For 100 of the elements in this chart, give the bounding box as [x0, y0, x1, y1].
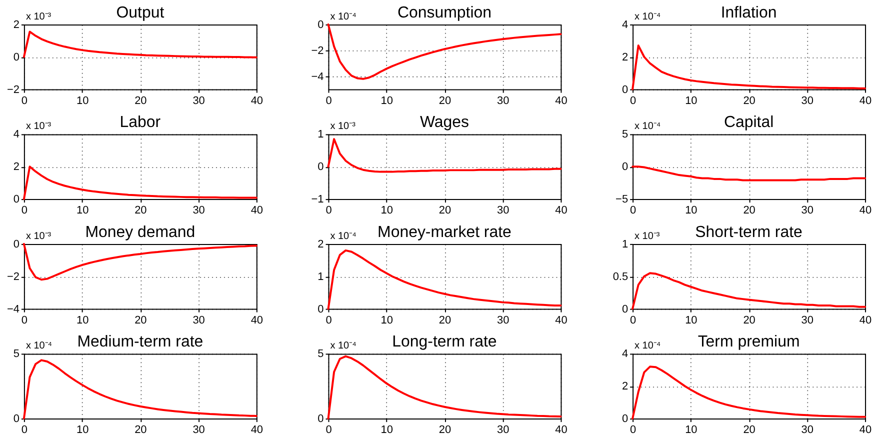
y-tick-label: 0 — [13, 194, 20, 206]
x-tick-label: 30 — [801, 94, 814, 107]
y-tick-label: −1 — [311, 194, 324, 206]
y-tick-label: 4 — [13, 128, 20, 141]
x-tick-label: 30 — [192, 204, 205, 217]
y-tick-label: 0 — [318, 413, 324, 426]
x-tick-label: 0 — [326, 314, 332, 326]
line-series — [22, 359, 258, 420]
x-tick-label: 10 — [380, 314, 393, 326]
x-tick-label: 0 — [326, 424, 332, 436]
y-tick-label: 0 — [318, 18, 324, 31]
x-tick-label: 20 — [134, 424, 147, 436]
x-tick-label: 30 — [497, 204, 510, 217]
x-tick-label: 40 — [859, 94, 872, 107]
text: x 10⁻⁴ — [330, 230, 356, 242]
x-tick-label: 40 — [859, 424, 872, 436]
y-tick-label: 0 — [622, 303, 628, 316]
line-series — [327, 355, 562, 420]
x-tick-label: 0 — [21, 314, 28, 326]
x-tick-label: 20 — [743, 314, 756, 326]
x-tick-label: 30 — [192, 314, 205, 326]
x-tick-label: 0 — [630, 94, 636, 107]
x-tick-label: 20 — [438, 314, 452, 326]
y-tick-label: −4 — [6, 303, 20, 316]
chart-title: Money-market rate — [378, 224, 512, 241]
chart-title: Wages — [420, 114, 470, 132]
y-tick-label: 5 — [13, 348, 20, 360]
y-tick-label: 0 — [318, 303, 324, 316]
x-tick-label: 0 — [21, 94, 28, 107]
x-tick-label: 10 — [380, 204, 393, 217]
x-tick-label: 10 — [685, 94, 698, 107]
x-tick-label: 40 — [250, 424, 264, 436]
y-tick-label: 5 — [622, 128, 628, 141]
x-tick-label: 20 — [134, 314, 147, 326]
y-tick-label: −2 — [6, 270, 20, 283]
y-tick-label: 0 — [13, 413, 20, 426]
line-series — [632, 166, 866, 182]
line-series — [22, 166, 258, 200]
y-tick-label: 1 — [622, 238, 628, 250]
text: x 10⁻⁴ — [634, 340, 661, 352]
text: x 10⁻³ — [26, 121, 52, 132]
y-tick-label: 2 — [13, 18, 20, 31]
x-tick-label: 40 — [859, 314, 872, 326]
x-tick-label: 10 — [76, 424, 89, 436]
text: x 10⁻³ — [330, 121, 356, 132]
text: x 10⁻⁴ — [26, 340, 52, 352]
y-tick-label: 1 — [318, 270, 324, 283]
x-tick-label: 40 — [555, 94, 568, 107]
line-series — [22, 30, 258, 58]
chart-title: Labor — [120, 114, 162, 132]
x-tick-label: 10 — [685, 424, 698, 436]
y-tick-label: 0 — [622, 84, 628, 96]
x-tick-label: 0 — [21, 204, 28, 217]
x-tick-label: 10 — [685, 314, 698, 326]
y-tick-label: −2 — [311, 44, 324, 57]
y-tick-label: 1 — [318, 128, 324, 141]
x-tick-label: 0 — [326, 94, 332, 107]
text: x 10⁻³ — [634, 230, 660, 242]
x-tick-label: 0 — [326, 204, 332, 217]
text: x 10⁻⁴ — [330, 340, 356, 352]
x-tick-label: 0 — [630, 314, 636, 326]
chart-title: Inflation — [720, 4, 777, 22]
x-tick-label: 30 — [801, 314, 814, 326]
x-tick-label: 20 — [743, 204, 756, 217]
line-series — [327, 23, 562, 80]
line-series — [327, 138, 562, 173]
x-tick-label: 30 — [497, 424, 510, 436]
x-tick-label: 40 — [555, 424, 568, 436]
chart-title: Output — [116, 4, 165, 22]
text: x 10⁻³ — [26, 230, 52, 242]
x-tick-label: 20 — [438, 424, 452, 436]
x-tick-label: 40 — [859, 204, 872, 217]
x-tick-label: 30 — [192, 94, 205, 107]
x-tick-label: 40 — [250, 94, 264, 107]
y-tick-label: 0 — [318, 161, 324, 174]
x-tick-label: 0 — [630, 424, 636, 436]
line-series — [632, 366, 866, 420]
y-tick-label: 2 — [13, 161, 20, 174]
y-tick-label: 4 — [622, 348, 628, 360]
chart-title: Consumption — [397, 4, 492, 22]
text: x 10⁻⁴ — [634, 11, 661, 22]
x-tick-label: 40 — [250, 204, 264, 217]
x-tick-label: 20 — [134, 204, 147, 217]
x-tick-label: 30 — [497, 94, 510, 107]
text: x 10⁻⁴ — [330, 11, 356, 22]
x-tick-label: 20 — [134, 94, 147, 107]
x-tick-label: 10 — [380, 424, 393, 436]
chart-title: Long-term rate — [392, 334, 497, 351]
x-tick-label: 30 — [192, 424, 205, 436]
chart-title: Money demand — [85, 224, 196, 241]
y-tick-label: 0 — [13, 51, 20, 64]
x-tick-label: 10 — [76, 204, 89, 217]
y-tick-label: 0.5 — [612, 270, 628, 283]
x-tick-label: 20 — [438, 94, 452, 107]
x-tick-label: 40 — [250, 314, 264, 326]
x-tick-label: 20 — [743, 94, 756, 107]
x-tick-label: 0 — [21, 424, 28, 436]
y-tick-label: −5 — [616, 194, 628, 206]
x-tick-label: 40 — [555, 314, 568, 326]
x-tick-label: 10 — [76, 94, 89, 107]
